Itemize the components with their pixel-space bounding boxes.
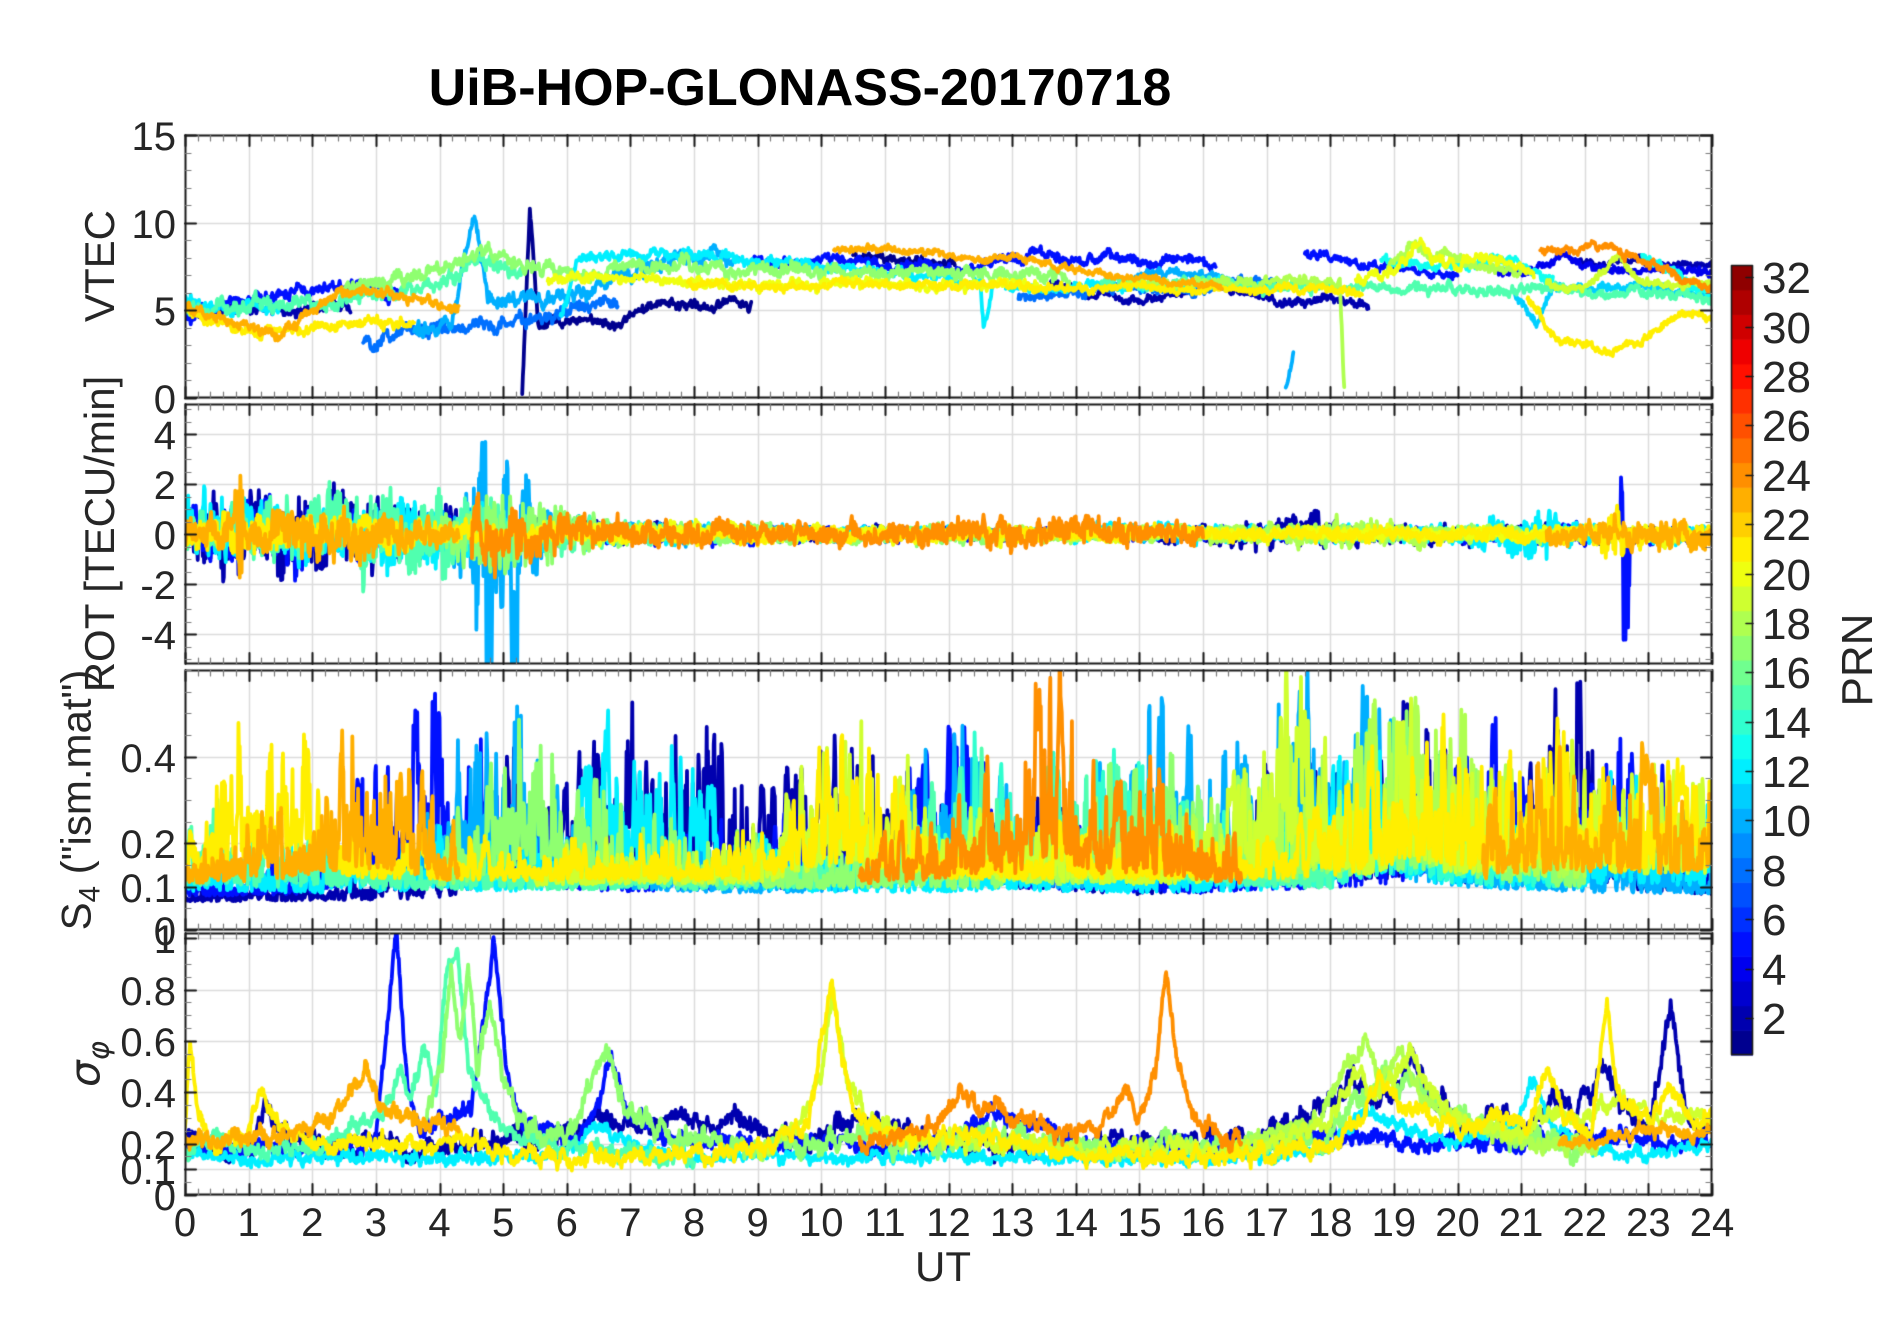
y-tick-label: 0.6 — [120, 1020, 176, 1065]
y-tick-label: -4 — [140, 614, 176, 658]
y-tick-label: 0 — [153, 910, 176, 954]
colorbar-tick-label: 20 — [1762, 550, 1811, 600]
colorbar-tick-label: 16 — [1762, 649, 1811, 699]
x-tick-label: 13 — [989, 1201, 1035, 1245]
y-tick-label: 15 — [131, 115, 177, 159]
y-tick-label: 0.4 — [120, 736, 176, 781]
colorbar-tick-label: 4 — [1762, 945, 1787, 995]
x-tick-label: 7 — [619, 1201, 642, 1245]
x-tick-label: 0 — [173, 1201, 197, 1245]
y-tick-label: 0.1 — [120, 1149, 176, 1194]
colorbar-tick-label: 10 — [1762, 797, 1811, 847]
x-tick-label: 16 — [1180, 1201, 1226, 1245]
colorbar-label: PRN — [1833, 613, 1882, 707]
x-tick-label: 10 — [799, 1201, 844, 1245]
x-tick-label: 22 — [1562, 1201, 1608, 1245]
colorbar-tick-label: 14 — [1762, 698, 1811, 748]
x-tick-label: 4 — [428, 1201, 451, 1245]
x-tick-label: 19 — [1371, 1201, 1417, 1245]
y-tick-label: 10 — [131, 202, 177, 247]
x-tick-label: 6 — [555, 1201, 578, 1245]
x-tick-label: 17 — [1244, 1201, 1289, 1245]
x-tick-label: 12 — [926, 1201, 971, 1245]
y-tick-label: 2 — [153, 464, 176, 508]
colorbar-tick-label: 32 — [1762, 254, 1811, 304]
y-tick-label: 0.8 — [120, 969, 176, 1014]
x-tick-label: 3 — [364, 1201, 387, 1245]
y-tick-label: 0 — [153, 378, 176, 422]
x-tick-label: 24 — [1689, 1201, 1735, 1245]
x-tick-label: 8 — [682, 1201, 706, 1245]
y-tick-label: 0 — [153, 1175, 176, 1219]
x-tick-label: 14 — [1053, 1201, 1099, 1245]
x-tick-label: 2 — [301, 1201, 324, 1245]
x-tick-label: 15 — [1117, 1201, 1162, 1245]
colorbar-tick-label: 8 — [1762, 846, 1787, 896]
x-tick-label: 9 — [746, 1201, 769, 1245]
y-tick-label: 0.2 — [120, 823, 176, 868]
chart-title: UiB-HOP-GLONASS-20170718 — [428, 59, 1172, 117]
y-tick-label: 4 — [153, 414, 176, 458]
x-tick-label: 1 — [237, 1201, 260, 1245]
x-tick-label: 5 — [492, 1201, 515, 1245]
colorbar-tick-label: 30 — [1762, 303, 1811, 353]
colorbar-tick-label: 22 — [1762, 501, 1811, 551]
y-tick-label: -2 — [140, 564, 176, 608]
y-tick-label: 1 — [153, 918, 176, 963]
colorbar-tick-label: 18 — [1762, 599, 1811, 649]
colorbar-tick-label: 12 — [1762, 748, 1811, 798]
y-tick-label: 0.2 — [120, 1123, 176, 1168]
y-tick-label: 0.1 — [120, 866, 176, 911]
y-tick-label: 0.4 — [120, 1072, 176, 1117]
colorbar-tick-label: 24 — [1762, 451, 1811, 501]
x-tick-label: 23 — [1626, 1201, 1671, 1245]
x-axis-label: UT — [915, 1243, 971, 1290]
colorbar-tick-label: 6 — [1762, 896, 1787, 946]
x-tick-label: 20 — [1435, 1201, 1480, 1245]
colorbar-tick-label: 2 — [1762, 994, 1787, 1044]
y-tick-label: 5 — [153, 290, 176, 335]
x-tick-label: 11 — [864, 1201, 906, 1245]
colorbar-tick-label: 26 — [1762, 402, 1811, 452]
x-tick-label: 18 — [1308, 1201, 1353, 1245]
x-tick-label: 21 — [1498, 1201, 1544, 1245]
colorbar-tick-label: 28 — [1762, 353, 1811, 403]
y-tick-label: 0 — [153, 514, 176, 558]
